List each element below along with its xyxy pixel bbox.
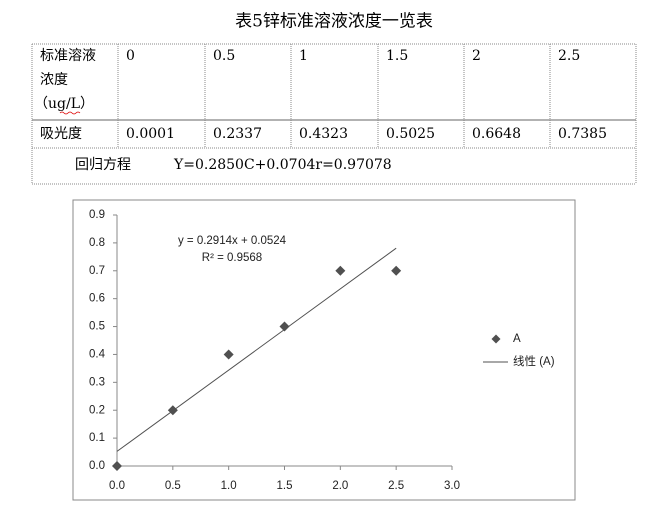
table-cell: 0.2337 [213, 126, 262, 142]
table-cell: 0.6648 [472, 126, 521, 142]
chart-frame [72, 199, 576, 501]
point [335, 265, 346, 276]
legend-marker [491, 334, 501, 344]
table-cell: 1.5 [386, 48, 408, 64]
x-tick-label: 1.0 [221, 480, 237, 492]
table-cell: 0.4323 [299, 126, 348, 142]
point [223, 349, 234, 360]
table-header-line: 标准溶液 [40, 48, 96, 64]
y-tick-label: 0.4 [89, 348, 106, 360]
point [167, 405, 178, 416]
table-frame [31, 43, 637, 185]
y-tick-label: 0.8 [89, 237, 105, 249]
x-tick-label: 0.5 [165, 480, 181, 492]
table-cell: 2.5 [558, 48, 580, 64]
table-cell: 吸光度 [40, 126, 82, 142]
table-cell: 0 [126, 48, 135, 64]
x-tick-label: 2.0 [332, 480, 348, 492]
trendline [116, 247, 397, 452]
regression-equation: Y=0.2850C+0.0704r=0.97078 [173, 157, 392, 173]
legend-label: A [513, 333, 521, 345]
table-header-line: （ug/L） [34, 96, 94, 112]
y-tick-label: 0.6 [89, 293, 105, 305]
table-cell: 0.7385 [558, 126, 607, 142]
trendline-equation: y = 0.2914x + 0.0524 [178, 235, 287, 247]
table-title: 表5锌标准溶液浓度一览表 [235, 12, 433, 32]
x-tick-label: 3.0 [444, 480, 460, 492]
trendline-r-squared: R² = 0.9568 [202, 252, 262, 264]
legend-label: 线性 (A) [513, 354, 555, 368]
y-tick-label: 0.2 [89, 404, 105, 416]
table-cell: 1 [299, 48, 308, 64]
y-tick-label: 0.5 [89, 321, 105, 333]
point [391, 265, 402, 276]
y-tick-label: 0.9 [89, 209, 105, 221]
x-tick-label: 0.0 [109, 480, 125, 492]
y-tick-label: 0.0 [89, 460, 105, 472]
table-cell: 2 [472, 48, 481, 64]
table-header-line: 浓度 [40, 72, 68, 88]
table-cell: 0.5 [213, 48, 235, 64]
y-tick-label: 0.3 [89, 376, 105, 388]
table-cell: 0.0001 [126, 126, 175, 142]
y-tick-label: 0.1 [89, 432, 105, 444]
regression-label: 回归方程 [75, 156, 131, 173]
point [112, 461, 122, 471]
x-tick-label: 1.5 [277, 480, 293, 492]
table-cell: 0.5025 [386, 126, 435, 142]
x-tick-label: 2.5 [388, 480, 404, 492]
point [279, 321, 290, 332]
y-tick-label: 0.7 [89, 265, 105, 277]
